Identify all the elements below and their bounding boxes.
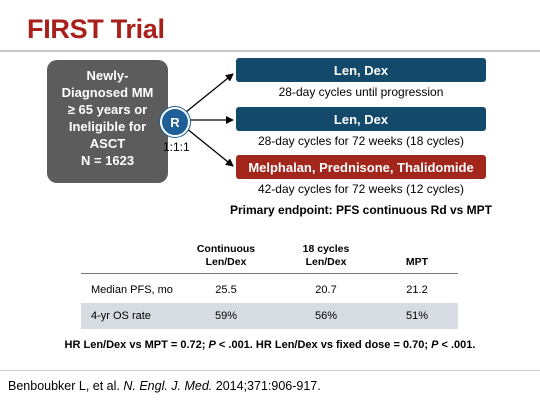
arrow-arm-1	[185, 73, 234, 113]
row-label: Median PFS, mo	[91, 284, 173, 296]
arm-2-schedule: 28-day cycles for 72 weeks (18 cycles)	[257, 134, 465, 148]
title-divider	[0, 50, 540, 52]
bottom-divider	[0, 370, 540, 371]
citation: Benboubker L, et al. N. Engl. J. Med. 20…	[8, 379, 321, 393]
randomization-ratio: 1:1:1	[163, 140, 190, 154]
header-mpt: MPT	[405, 256, 429, 268]
population-line: N = 1623	[80, 153, 135, 168]
hazard-ratio-footnote: HR Len/Dex vs MPT = 0.72; P < .001. HR L…	[64, 339, 476, 351]
arm-2-box: Len, Dex	[236, 107, 486, 131]
population-line: ≥ 65 years or	[67, 102, 148, 117]
table-cell: 59%	[214, 310, 238, 322]
population-box: Newly- Diagnosed MM ≥ 65 years or Inelig…	[47, 60, 168, 183]
table-cell: 56%	[314, 310, 338, 322]
arm-1-schedule: 28-day cycles until progression	[278, 85, 444, 99]
row-label: 4-yr OS rate	[91, 310, 151, 322]
arm-3-schedule: 42-day cycles for 72 weeks (12 cycles)	[257, 182, 465, 196]
table-row: 4-yr OS rate 59% 56% 51%	[81, 303, 458, 329]
table-cell: 20.7	[315, 284, 337, 296]
table-cell: 25.5	[215, 284, 237, 296]
randomization-circle: R	[160, 107, 190, 137]
arm-3-box: Melphalan, Prednisone, Thalidomide	[236, 155, 486, 179]
table-cell: 51%	[405, 310, 429, 322]
arm-1-box: Len, Dex	[236, 58, 486, 82]
table-cell: 21.2	[406, 284, 428, 296]
primary-endpoint: Primary endpoint: PFS continuous Rd vs M…	[229, 203, 493, 217]
header-18-cycles: 18 cycles Len/Dex	[302, 243, 350, 268]
population-line: Diagnosed MM	[61, 85, 154, 100]
header-rule	[81, 273, 458, 274]
population-line: Newly-	[86, 68, 129, 83]
slide-title: FIRST Trial	[27, 14, 165, 44]
arrow-arm-3	[185, 127, 234, 167]
population-line: Ineligible for	[68, 119, 147, 134]
table-row: Median PFS, mo 25.5 20.7 21.2	[81, 277, 458, 303]
population-line: ASCT	[89, 136, 126, 151]
header-continuous: Continuous Len/Dex	[196, 243, 256, 268]
